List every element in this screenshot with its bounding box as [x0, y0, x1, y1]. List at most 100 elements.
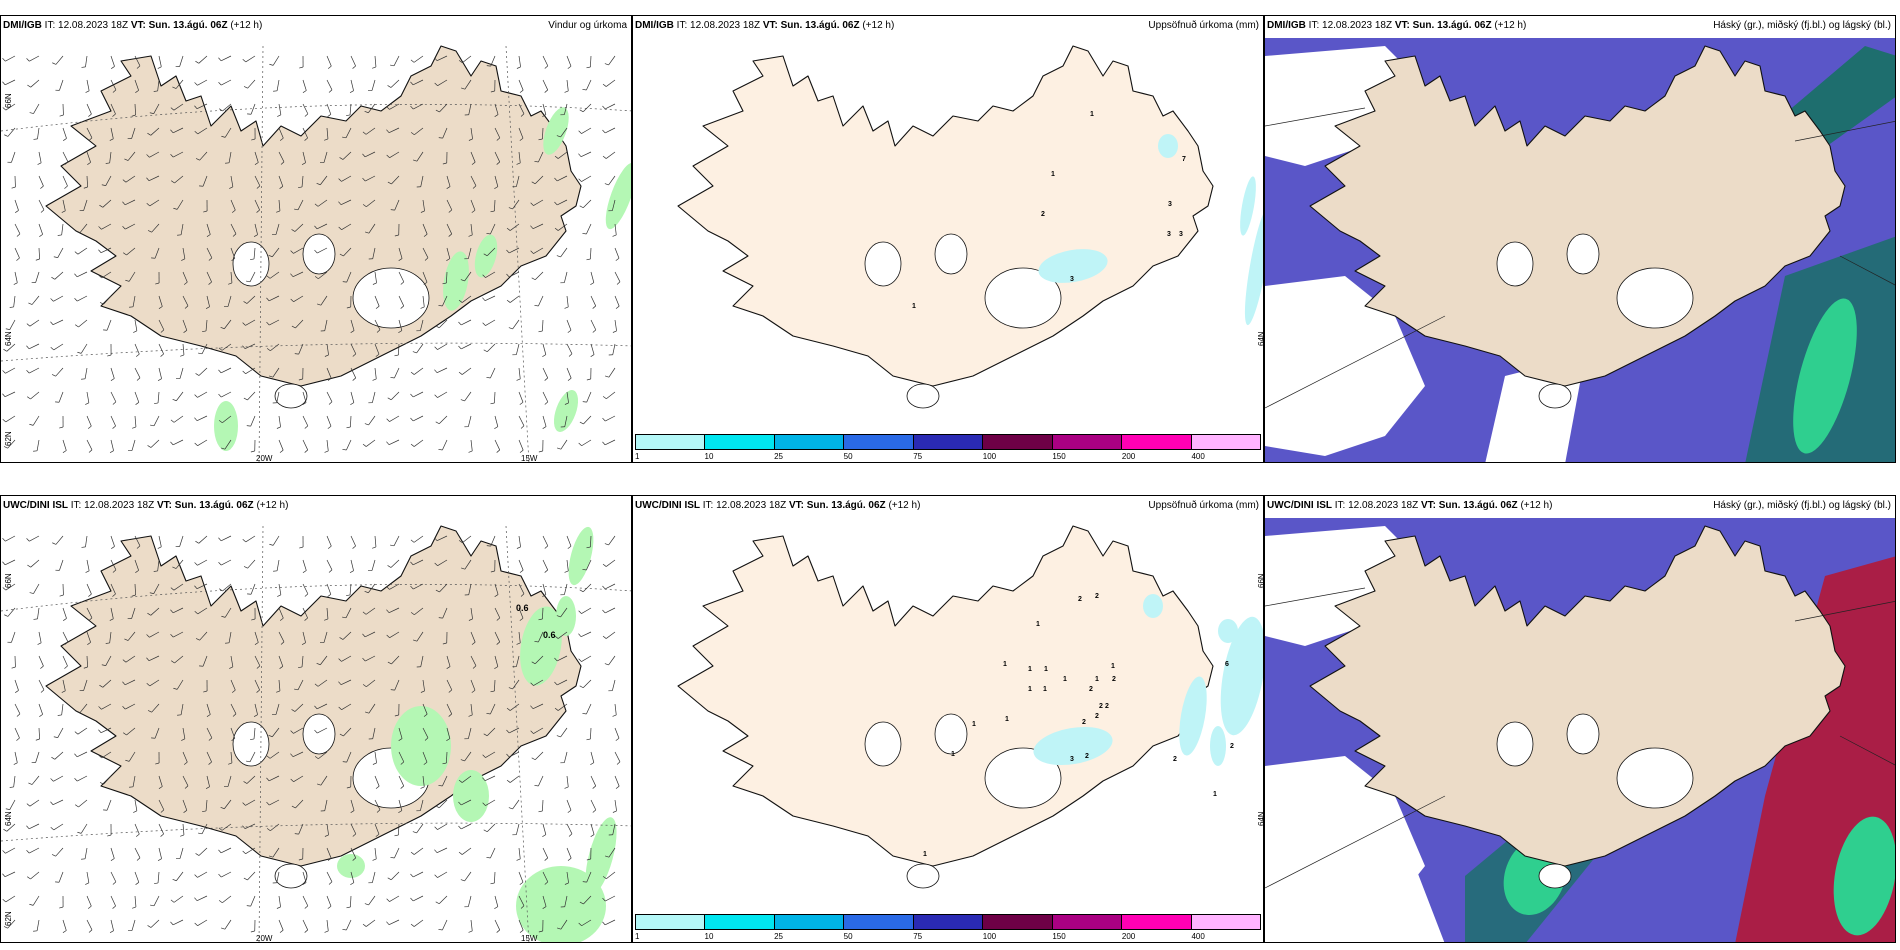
precip-amount-label: 3: [1167, 231, 1171, 238]
wind-speed-label: 0.6: [543, 630, 556, 640]
panel-accum-precip-dmi: DMI/IGB IT: 12.08.2023 18Z VT: Sun. 13.á…: [632, 15, 1264, 463]
it-label: IT:: [70, 500, 82, 511]
valid-time: Sun. 13.ágú. 06Z: [1412, 20, 1492, 31]
lead-time: (+12 h): [862, 20, 895, 31]
precip-amount-label: 2: [1041, 211, 1045, 218]
colorbar-tick-label: 25: [774, 932, 784, 941]
panel-header: DMI/IGB IT: 12.08.2023 18Z VT: Sun. 13.á…: [1267, 20, 1526, 31]
panel-header: UWC/DINI ISL IT: 12.08.2023 18Z VT: Sun.…: [1267, 500, 1552, 511]
precip-amount-label: 1: [1044, 666, 1048, 673]
valid-time: Sun. 13.ágú. 06Z: [1438, 500, 1518, 511]
colorbar-segment: [774, 435, 845, 449]
lon-label-20: 20W: [256, 934, 273, 943]
lon-label-15: 15W: [521, 454, 538, 463]
product-title: Háský (gr.), miðský (fj.bl.) og lágský (…: [1713, 20, 1891, 31]
precip-amount-label: 2: [1105, 703, 1109, 710]
lat-label-64: 64N: [4, 811, 13, 826]
colorbar-tick-label: 100: [982, 932, 997, 941]
precip-amount-label: 1: [1036, 621, 1040, 628]
precip-amount-label: 2: [1078, 596, 1082, 603]
product-title: Vindur og úrkoma: [548, 20, 627, 31]
colorbar-tick-label: 150: [1052, 932, 1066, 941]
cloud-map: [1265, 38, 1895, 462]
panel-clouds-dmi: DMI/IGB IT: 12.08.2023 18Z VT: Sun. 13.á…: [1264, 15, 1896, 463]
lat-label-66: 66N: [4, 573, 13, 588]
model-name: UWC/DINI ISL: [3, 500, 68, 511]
lead-time: (+12 h): [230, 20, 263, 31]
precip-amount-label: 2: [1085, 753, 1089, 760]
valid-time: Sun. 13.ágú. 06Z: [174, 500, 254, 511]
panel-header: UWC/DINI ISL IT: 12.08.2023 18Z VT: Sun.…: [635, 500, 920, 511]
colorbar-tick-label: 25: [774, 452, 784, 461]
colorbar-tick-label: 50: [843, 932, 853, 941]
precip-amount-label: 1: [1111, 663, 1115, 670]
panel-accum-precip-uwc: UWC/DINI ISL IT: 12.08.2023 18Z VT: Sun.…: [632, 495, 1264, 943]
init-time: 12.08.2023 18Z: [716, 500, 787, 511]
precip-amount-label: 1: [1213, 791, 1217, 798]
colorbar-tick-label: 50: [843, 452, 853, 461]
vt-label: VT:: [1394, 20, 1410, 31]
colorbar-segment: [636, 915, 706, 929]
lon-label-15: 15W: [521, 934, 538, 943]
colorbar-tick-label: 1: [635, 932, 640, 941]
colorbar-tick-label: 100: [982, 452, 997, 461]
lat-label-62: 62N: [4, 911, 13, 926]
lead-time: (+12 h): [1520, 500, 1553, 511]
wind-precip-map: [1, 45, 631, 462]
precip-amount-label: 1: [1051, 171, 1055, 178]
colorbar-segment: [1052, 915, 1123, 929]
colorbar-tick-label: 400: [1191, 452, 1205, 461]
colorbar-tick-label: 1: [635, 452, 640, 461]
accum-precip-map: 1 1 2 3 3 3 7 3 1: [677, 45, 1263, 409]
precip-amount-label: 1: [1005, 716, 1009, 723]
wind-speed-label: 0.6: [516, 603, 529, 613]
colorbar-segment: [705, 915, 775, 929]
product-title: Uppsöfnuð úrkoma (mm): [1148, 500, 1259, 511]
valid-time: Sun. 13.ágú. 06Z: [806, 500, 886, 511]
precip-amount-label: 1: [1095, 676, 1099, 683]
colorbar-segment: [1052, 435, 1123, 449]
colorbar-tick-label: 200: [1121, 452, 1136, 461]
precip-amount-label: 2: [1095, 713, 1099, 720]
lead-time: (+12 h): [1494, 20, 1527, 31]
precip-colorbar: [635, 434, 1261, 450]
colorbar-segment: [1191, 435, 1260, 449]
panel-clouds-uwc: UWC/DINI ISL IT: 12.08.2023 18Z VT: Sun.…: [1264, 495, 1896, 943]
model-name: DMI/IGB: [3, 20, 42, 31]
model-name: UWC/DINI ISL: [1267, 500, 1332, 511]
colorbar-segment: [844, 915, 914, 929]
model-name: UWC/DINI ISL: [635, 500, 700, 511]
it-label: IT:: [1308, 20, 1320, 31]
precip-amount-label: 2: [1082, 719, 1086, 726]
colorbar-segment: [1122, 915, 1192, 929]
colorbar-segment: [1191, 915, 1260, 929]
colorbar-tick-label: 10: [704, 452, 714, 461]
precip-amount-label: 1: [1063, 676, 1067, 683]
colorbar-tick-label: 200: [1121, 932, 1136, 941]
precip-amount-label: 1: [1003, 661, 1007, 668]
it-label: IT:: [44, 20, 56, 31]
precip-amount-label: 2: [1099, 703, 1103, 710]
precip-amount-label: 6: [1225, 661, 1229, 668]
init-time: 12.08.2023 18Z: [58, 20, 129, 31]
colorbar-segment: [705, 435, 775, 449]
precip-amount-label: 3: [1070, 276, 1074, 283]
lat-label-66: 66N: [4, 93, 13, 108]
product-title: Uppsöfnuð úrkoma (mm): [1148, 20, 1259, 31]
vt-label: VT:: [788, 500, 804, 511]
precip-amount-label: 7: [1182, 156, 1186, 163]
valid-time: Sun. 13.ágú. 06Z: [780, 20, 860, 31]
precip-amount-label: 1: [951, 751, 955, 758]
panel-header: DMI/IGB IT: 12.08.2023 18Z VT: Sun. 13.á…: [3, 20, 262, 31]
lead-time: (+12 h): [888, 500, 921, 511]
it-label: IT:: [702, 500, 714, 511]
colorbar-labels: 1 10 25 50 75 100 150 200 400: [635, 452, 1261, 462]
colorbar-tick-label: 150: [1052, 452, 1066, 461]
precip-amount-label: 3: [1168, 201, 1172, 208]
accum-precip-map: 2211111111122222262123211111: [677, 525, 1263, 928]
vt-label: VT:: [1420, 500, 1436, 511]
lat-label-64: 64N: [4, 331, 13, 346]
precip-amount-label: 2: [1230, 743, 1234, 750]
vt-label: VT:: [762, 20, 778, 31]
precip-amount-label: 3: [1179, 231, 1183, 238]
